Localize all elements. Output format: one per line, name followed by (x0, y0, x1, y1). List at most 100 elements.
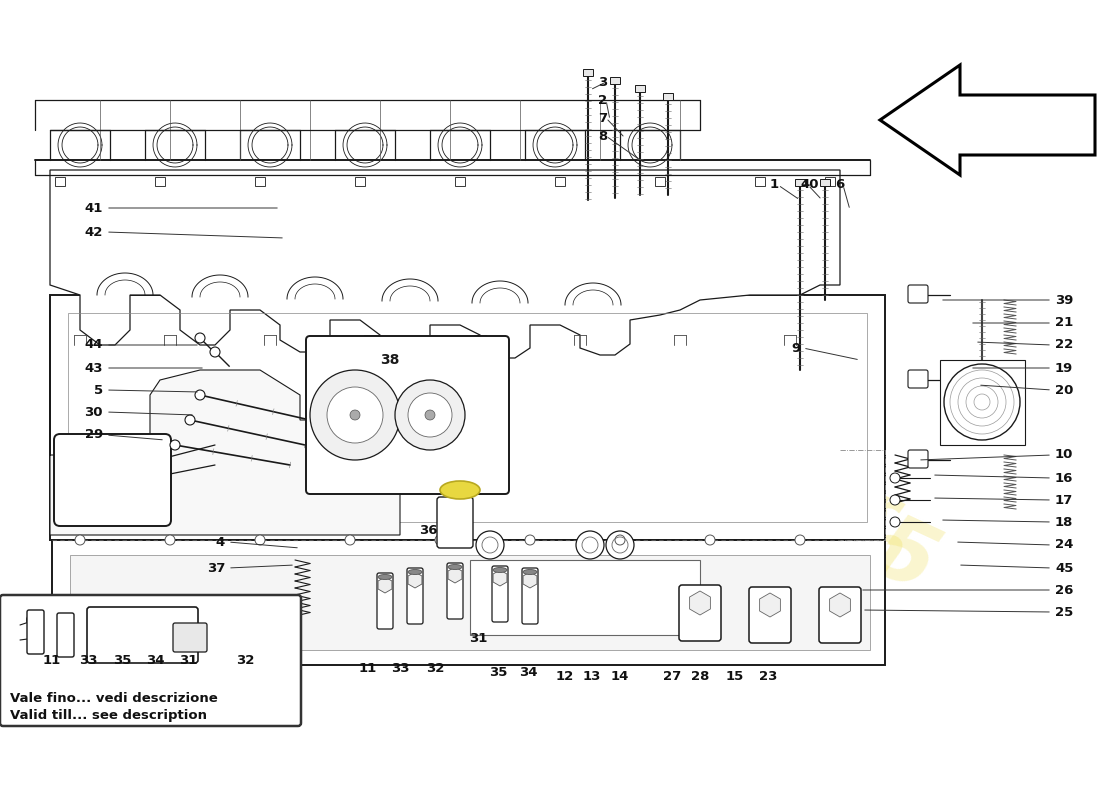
Bar (55, 177, 65, 186)
Text: 22: 22 (1055, 338, 1074, 351)
Ellipse shape (448, 565, 462, 570)
Text: 11: 11 (359, 662, 377, 674)
Bar (825, 177, 835, 186)
FancyBboxPatch shape (492, 566, 508, 622)
Text: 17: 17 (1055, 494, 1074, 506)
Text: 21: 21 (1055, 317, 1074, 330)
Bar (155, 177, 165, 186)
Text: 34: 34 (519, 666, 537, 678)
Circle shape (890, 517, 900, 527)
Text: 25: 25 (1055, 606, 1074, 618)
Bar (470, 560, 700, 635)
Ellipse shape (522, 570, 537, 574)
Ellipse shape (378, 574, 392, 579)
Text: 36: 36 (419, 523, 438, 537)
Text: 4: 4 (216, 535, 225, 549)
Bar (556, 177, 565, 186)
Bar (70, 555, 870, 650)
Circle shape (408, 393, 452, 437)
Bar (663, 93, 673, 100)
Text: 13: 13 (583, 670, 602, 682)
Circle shape (795, 535, 805, 545)
Circle shape (327, 387, 383, 443)
FancyBboxPatch shape (820, 587, 861, 643)
Text: 1: 1 (770, 178, 779, 191)
FancyBboxPatch shape (908, 450, 928, 468)
FancyBboxPatch shape (173, 623, 207, 652)
Text: 8: 8 (598, 130, 607, 142)
Text: 18: 18 (1055, 515, 1074, 529)
Text: 39: 39 (1055, 294, 1074, 306)
Ellipse shape (440, 481, 480, 499)
Polygon shape (50, 310, 460, 535)
Circle shape (890, 495, 900, 505)
Text: 6: 6 (835, 178, 845, 191)
Text: 45: 45 (1055, 562, 1074, 574)
Polygon shape (448, 567, 462, 583)
Bar (583, 69, 593, 76)
Text: 32: 32 (235, 654, 254, 666)
FancyBboxPatch shape (377, 573, 393, 629)
Text: 33: 33 (390, 662, 409, 674)
Text: 10: 10 (1055, 449, 1074, 462)
FancyBboxPatch shape (437, 497, 473, 548)
Text: 9: 9 (791, 342, 800, 354)
Bar (795, 179, 805, 186)
Text: 31: 31 (179, 654, 197, 666)
FancyBboxPatch shape (306, 336, 509, 494)
Text: passionfor: passionfor (491, 308, 909, 552)
Text: 3: 3 (598, 75, 607, 89)
Ellipse shape (408, 570, 422, 574)
Polygon shape (493, 570, 507, 586)
Text: 35: 35 (113, 654, 131, 666)
Bar (255, 177, 265, 186)
Text: 15: 15 (726, 670, 744, 682)
Text: 35: 35 (488, 666, 507, 678)
Text: 28: 28 (691, 670, 710, 682)
FancyBboxPatch shape (54, 434, 170, 526)
Polygon shape (880, 65, 1094, 175)
Text: 19: 19 (1055, 362, 1074, 374)
Text: 31: 31 (469, 631, 487, 645)
Text: 1085: 1085 (690, 428, 950, 612)
Text: 34: 34 (145, 654, 164, 666)
Circle shape (890, 473, 900, 483)
Text: 43: 43 (85, 362, 103, 374)
Text: 11: 11 (43, 654, 62, 666)
Polygon shape (50, 295, 886, 540)
Text: 27: 27 (663, 670, 681, 682)
Text: 20: 20 (1055, 383, 1074, 397)
FancyBboxPatch shape (908, 285, 928, 303)
Text: 23: 23 (759, 670, 778, 682)
Bar (610, 77, 620, 84)
Circle shape (434, 535, 446, 545)
Ellipse shape (493, 567, 507, 573)
Circle shape (210, 347, 220, 357)
Circle shape (195, 390, 205, 400)
Bar (940, 360, 1025, 445)
Polygon shape (408, 572, 422, 588)
Circle shape (615, 535, 625, 545)
Bar (820, 179, 830, 186)
Text: 41: 41 (85, 202, 103, 214)
Text: 5: 5 (94, 383, 103, 397)
Bar (755, 177, 764, 186)
Polygon shape (52, 540, 886, 665)
Polygon shape (690, 591, 711, 615)
FancyBboxPatch shape (57, 613, 74, 657)
Bar (355, 177, 365, 186)
Text: 42: 42 (85, 226, 103, 238)
Text: parts.com: parts.com (546, 370, 915, 590)
FancyBboxPatch shape (749, 587, 791, 643)
Text: 7: 7 (598, 111, 607, 125)
FancyBboxPatch shape (0, 595, 301, 726)
Polygon shape (829, 593, 850, 617)
Text: 33: 33 (79, 654, 97, 666)
Polygon shape (524, 572, 537, 588)
Polygon shape (50, 170, 840, 360)
Circle shape (350, 410, 360, 420)
Bar (68, 313, 867, 522)
Text: 38: 38 (381, 353, 399, 367)
FancyBboxPatch shape (447, 563, 463, 619)
FancyBboxPatch shape (87, 607, 198, 663)
